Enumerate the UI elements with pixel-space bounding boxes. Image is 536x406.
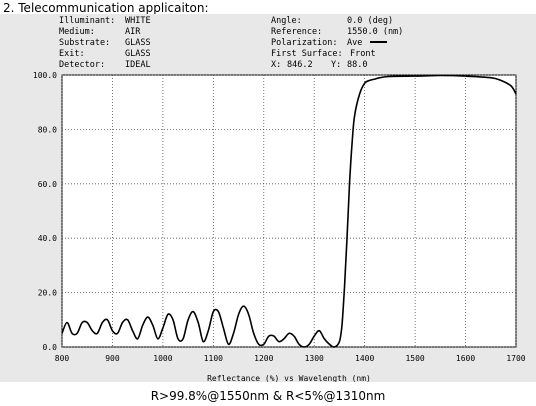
info-value-first-surface: Front <box>350 49 376 59</box>
info-label-first-surface: First Surface: <box>271 49 343 59</box>
x-tick-label: 1200 <box>254 354 273 363</box>
y-tick-label: 100.0 <box>33 71 57 80</box>
info-label-polarization: Polarization: <box>271 38 338 48</box>
plot-area <box>61 74 517 348</box>
y-tick-labels: 0.0 20.0 40.0 60.0 80.0 100.0 <box>33 71 57 352</box>
info-value-angle: 0.0 (deg) <box>347 16 393 26</box>
info-value-medium: AIR <box>125 27 141 37</box>
x-tick-label: 900 <box>105 354 120 363</box>
x-tick-label: 1100 <box>204 354 223 363</box>
cursor-y-label: Y: <box>331 60 341 70</box>
grid-lines <box>61 74 517 348</box>
cursor-x-value: 846.2 <box>287 60 313 70</box>
x-tick-labels: 800 900 1000 1100 1200 1300 1400 1500 1600 1700 <box>55 354 526 363</box>
chart-caption: R>99.8%@1550nm & R<5%@1310nm <box>150 389 386 403</box>
legend-label-ave: Ave <box>347 38 362 48</box>
x-tick-label: 1700 <box>506 354 525 363</box>
x-tick-label: 1300 <box>305 354 324 363</box>
info-label-angle: Angle: <box>271 16 302 26</box>
y-tick-label: 20.0 <box>38 289 57 298</box>
info-value-illuminant: WHITE <box>125 16 151 26</box>
info-value-detector: IDEAL <box>125 60 151 70</box>
cursor-y-value: 88.0 <box>347 60 367 70</box>
info-label-reference: Reference: <box>271 27 322 37</box>
y-tick-label: 40.0 <box>38 234 57 243</box>
info-label-exit: Exit: <box>59 49 85 59</box>
info-value-exit: GLASS <box>125 49 151 59</box>
x-tick-label: 1600 <box>456 354 475 363</box>
x-axis-title: Reflectance (%) vs Wavelength (nm) <box>207 374 371 382</box>
x-tick-label: 1500 <box>405 354 424 363</box>
y-tick-label: 60.0 <box>38 180 57 189</box>
y-tick-label: 0.0 <box>43 343 58 352</box>
chart-panel: Illuminant: WHITE Medium: AIR Substrate:… <box>0 14 536 383</box>
y-tick-label: 80.0 <box>38 125 57 134</box>
info-block: Illuminant: WHITE Medium: AIR Substrate:… <box>59 16 403 70</box>
x-tick-label: 1000 <box>153 354 172 363</box>
cursor-x-label: X: <box>271 60 281 70</box>
reflectance-curve <box>61 74 517 348</box>
page-heading: 2. Telecommunication applicaiton: <box>3 1 209 15</box>
info-label-detector: Detector: <box>59 60 105 70</box>
info-value-substrate: GLASS <box>125 38 151 48</box>
reflectance-chart: Illuminant: WHITE Medium: AIR Substrate:… <box>33 16 526 383</box>
x-tick-label: 1400 <box>355 354 374 363</box>
info-label-illuminant: Illuminant: <box>59 16 115 26</box>
info-label-medium: Medium: <box>59 27 95 37</box>
info-value-reference: 1550.0 (nm) <box>347 27 403 37</box>
info-label-substrate: Substrate: <box>59 38 110 48</box>
x-tick-label: 800 <box>55 354 70 363</box>
